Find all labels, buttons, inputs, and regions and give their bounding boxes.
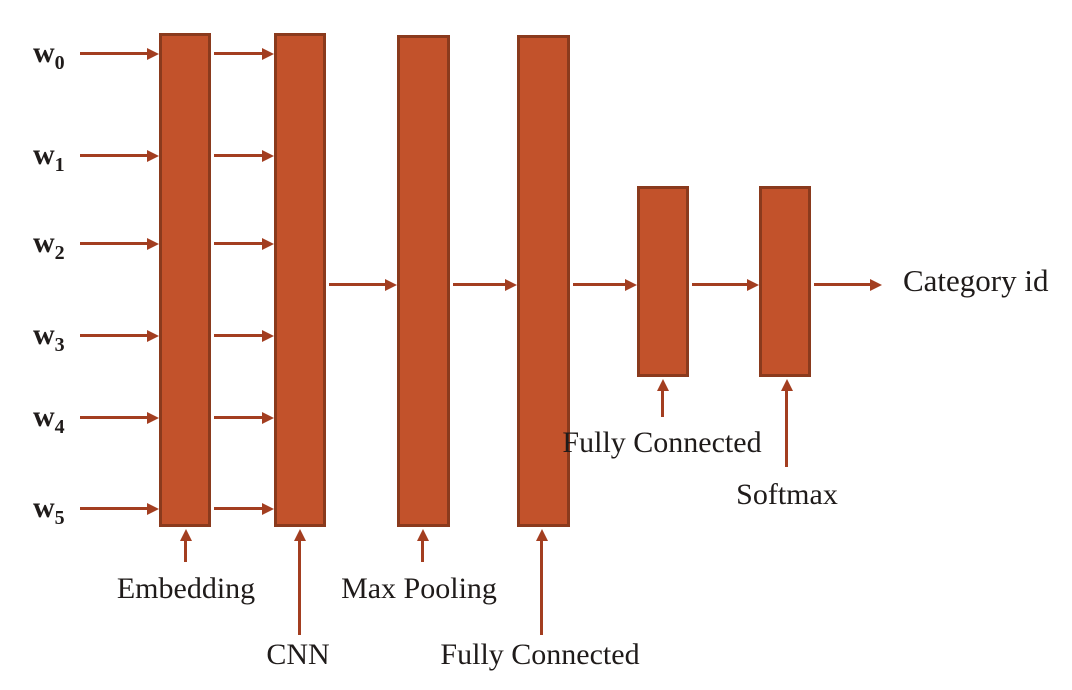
- embedding-to-cnn-arrow-3: [214, 334, 262, 337]
- fully-connected-2-label: Fully Connected: [562, 426, 762, 459]
- input-arrow-w1: [80, 154, 147, 157]
- max-pooling-layer-bar: [397, 35, 450, 527]
- softmax-label-arrow: [785, 390, 788, 467]
- word-subscript: 4: [54, 416, 65, 438]
- embedding-to-cnn-arrow-0: [214, 52, 262, 55]
- softmax-label: Softmax: [736, 478, 838, 511]
- input-word-w0: w0: [33, 36, 65, 73]
- word-base: w: [33, 318, 55, 351]
- cnn-to-maxpool-arrow: [329, 283, 385, 286]
- word-subscript: 1: [54, 154, 65, 176]
- input-word-w3: w3: [33, 318, 65, 355]
- word-subscript: 2: [54, 242, 65, 264]
- word-subscript: 5: [54, 507, 65, 529]
- fc1-to-fc2-arrow: [573, 283, 625, 286]
- fc1-label-arrow: [540, 540, 543, 635]
- input-word-w5: w5: [33, 491, 65, 528]
- softmax-layer-bar: [759, 186, 811, 377]
- word-base: w: [33, 400, 55, 433]
- embedding-label-arrow: [184, 540, 187, 562]
- maxpool-to-fc1-arrow: [453, 283, 505, 286]
- input-arrow-w4: [80, 416, 147, 419]
- input-word-w2: w2: [33, 226, 65, 263]
- input-word-w4: w4: [33, 400, 65, 437]
- embedding-to-cnn-arrow-5: [214, 507, 262, 510]
- fc2-to-softmax-arrow: [692, 283, 747, 286]
- word-base: w: [33, 491, 55, 524]
- max-pooling-label-arrow: [421, 540, 424, 562]
- max-pooling-label: Max Pooling: [341, 572, 497, 605]
- word-base: w: [33, 36, 55, 69]
- word-base: w: [33, 226, 55, 259]
- input-arrow-w2: [80, 242, 147, 245]
- fully-connected-1-layer-bar: [517, 35, 570, 527]
- embedding-layer-bar: [159, 33, 211, 527]
- word-base: w: [33, 138, 55, 171]
- input-word-w1: w1: [33, 138, 65, 175]
- word-subscript: 0: [54, 52, 65, 74]
- output-category-id-label: Category id: [903, 263, 1049, 298]
- cnn-label-arrow: [298, 540, 301, 635]
- fully-connected-1-label: Fully Connected: [440, 638, 640, 671]
- fc2-label-arrow: [661, 390, 664, 417]
- input-arrow-w0: [80, 52, 147, 55]
- word-subscript: 3: [54, 334, 65, 356]
- cnn-label: CNN: [266, 638, 330, 671]
- input-arrow-w5: [80, 507, 147, 510]
- embedding-label: Embedding: [116, 572, 256, 605]
- cnn-layer-bar: [274, 33, 326, 527]
- embedding-to-cnn-arrow-2: [214, 242, 262, 245]
- fully-connected-2-layer-bar: [637, 186, 689, 377]
- input-arrow-w3: [80, 334, 147, 337]
- embedding-to-cnn-arrow-1: [214, 154, 262, 157]
- embedding-to-cnn-arrow-4: [214, 416, 262, 419]
- softmax-to-output-arrow: [814, 283, 870, 286]
